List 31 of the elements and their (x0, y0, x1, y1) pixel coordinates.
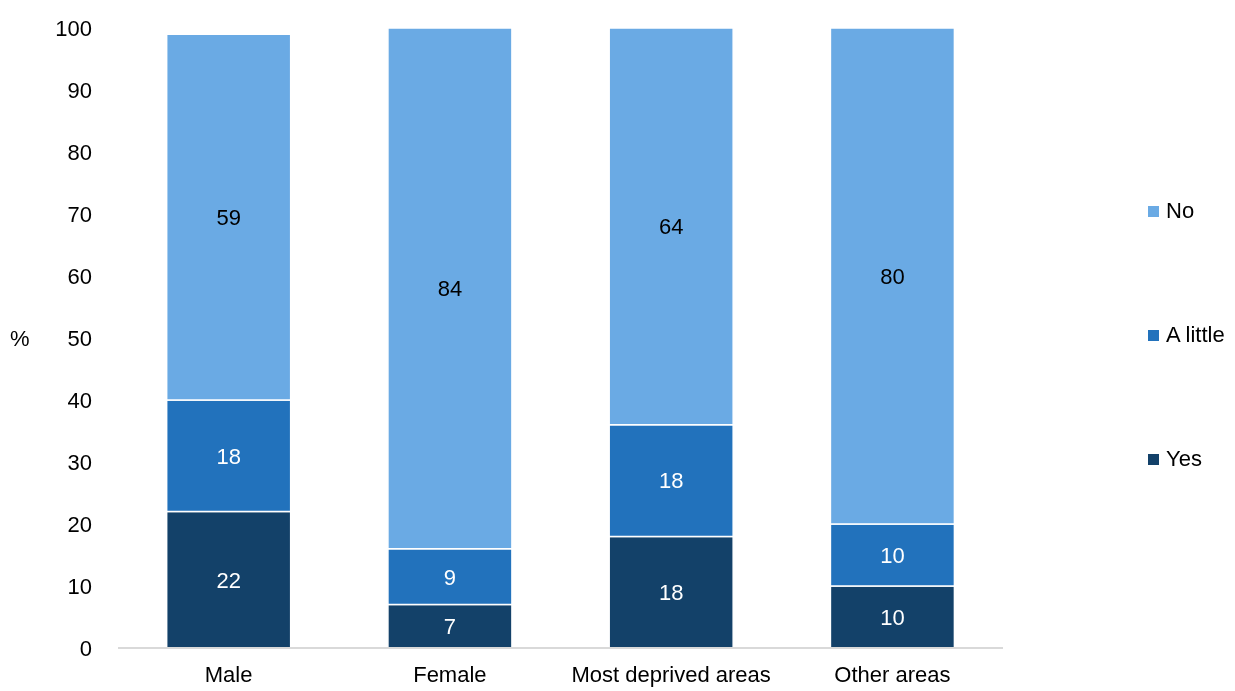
data-label: 7 (443, 614, 457, 640)
y-tick-label: 80 (67, 139, 92, 165)
y-tick-label: 100 (55, 15, 92, 41)
x-tick-label: Other areas (834, 661, 951, 687)
y-tick-label: 10 (67, 573, 92, 599)
data-label: 18 (658, 580, 684, 606)
y-tick-label: 60 (67, 263, 92, 289)
y-tick-label: 40 (67, 387, 92, 413)
data-label: 59 (216, 204, 241, 230)
data-label: 18 (216, 443, 241, 469)
data-label: 80 (880, 263, 905, 289)
y-tick-label: 50 (67, 325, 92, 351)
y-tick-label: 30 (67, 449, 92, 475)
y-tick-label: 90 (67, 77, 92, 103)
y-tick-label: 0 (79, 635, 92, 661)
data-label: 64 (658, 214, 684, 240)
legend-label: Yes (1166, 446, 1202, 472)
data-label: 10 (880, 604, 905, 630)
x-tick-label: Most deprived areas (571, 661, 771, 687)
legend-label: No (1166, 198, 1195, 224)
data-label: 84 (437, 276, 463, 302)
data-label: 9 (443, 564, 457, 590)
y-axis-title: % (10, 325, 30, 351)
data-label: 10 (880, 542, 905, 568)
data-label: 22 (216, 567, 241, 593)
data-label: 18 (658, 468, 684, 494)
legend-label: A little (1166, 322, 1225, 348)
x-tick-label: Male (204, 661, 253, 687)
y-tick-label: 70 (67, 201, 92, 227)
x-tick-label: Female (413, 661, 487, 687)
y-tick-label: 20 (67, 511, 92, 537)
